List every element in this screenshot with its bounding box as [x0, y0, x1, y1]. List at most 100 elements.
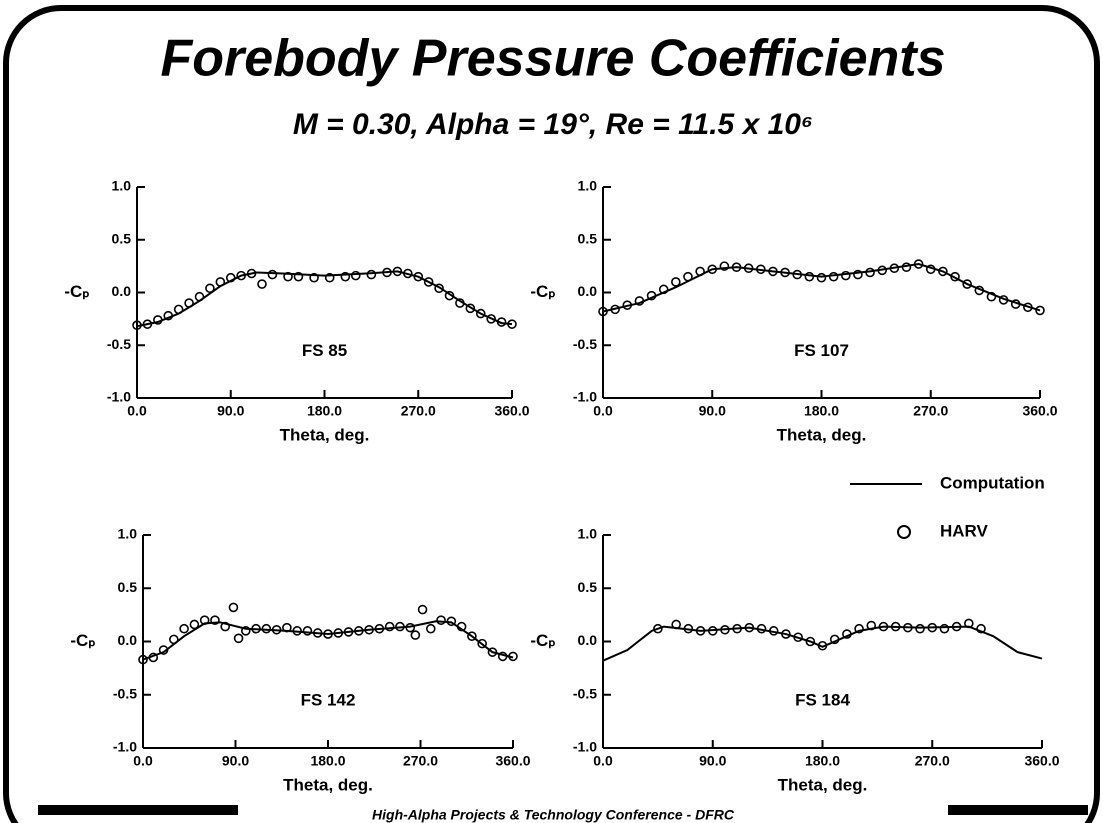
y-tick-label: 1.0	[112, 178, 132, 194]
harv-point	[817, 640, 828, 651]
harv-point	[939, 623, 950, 634]
x-tick-label: 270.0	[913, 403, 948, 419]
harv-point	[756, 623, 767, 634]
y-tick-label: -1.0	[113, 739, 137, 755]
y-tick-label: 0.0	[578, 283, 598, 299]
harv-point	[405, 622, 416, 633]
harv-point	[646, 290, 657, 301]
harv-point	[707, 626, 718, 636]
footer-bar	[38, 805, 238, 815]
x-tick-label: 90.0	[217, 403, 244, 419]
harv-point	[184, 298, 194, 308]
harv-point	[768, 266, 778, 277]
x-axis-label: Theta, deg.	[778, 775, 868, 794]
footer-bg	[240, 806, 946, 823]
harv-point	[695, 626, 706, 636]
harv-point	[257, 279, 267, 289]
computation-line	[602, 262, 1041, 313]
y-axis-label: -Cₚ	[530, 631, 555, 650]
x-tick-label: 90.0	[222, 753, 249, 769]
harv-point	[233, 633, 244, 644]
harv-point	[853, 269, 863, 280]
harv-point	[410, 630, 421, 640]
computation-line	[136, 270, 513, 328]
harv-point	[792, 269, 803, 280]
harv-point	[927, 622, 938, 633]
harv-point	[179, 623, 189, 634]
harv-point	[890, 621, 901, 632]
harv-point	[915, 623, 925, 634]
harv-point	[598, 306, 608, 317]
harv-point	[283, 271, 293, 282]
harv-point	[163, 310, 174, 321]
harv-point	[683, 271, 693, 282]
harv-point	[158, 645, 169, 655]
harv-point	[302, 626, 313, 636]
harv-point	[938, 266, 948, 277]
harv-point	[199, 615, 210, 626]
harv-point	[446, 616, 457, 627]
harv-point	[194, 291, 205, 302]
x-tick-label: 0.0	[593, 753, 613, 769]
harv-point	[364, 624, 374, 635]
harv-point	[374, 623, 385, 634]
harv-point	[1023, 302, 1033, 313]
harv-point	[878, 621, 889, 632]
harv-point	[477, 638, 487, 649]
harv-point	[423, 277, 434, 287]
y-axis-label: -Cₚ	[64, 282, 89, 301]
harv-point	[240, 626, 251, 636]
harv-point	[354, 626, 364, 636]
harv-point	[695, 266, 705, 277]
x-tick-label: 0.0	[593, 403, 613, 419]
harv-point	[756, 264, 766, 275]
harv-point	[732, 623, 742, 634]
x-tick-label: 270.0	[401, 403, 436, 419]
harv-point	[913, 259, 924, 269]
slide-title: Forebody Pressure Coefficients	[160, 30, 945, 88]
computation-line	[602, 625, 1043, 662]
y-tick-label: -1.0	[573, 739, 597, 755]
y-tick-label: -1.0	[573, 389, 597, 405]
x-tick-label: 180.0	[307, 403, 342, 419]
harv-point	[382, 267, 392, 278]
harv-point	[169, 634, 179, 645]
harv-point	[324, 272, 335, 283]
harv-point	[487, 647, 498, 657]
y-tick-label: 1.0	[578, 526, 598, 542]
harv-point	[707, 264, 718, 275]
x-tick-label: 360.0	[1022, 403, 1057, 419]
harv-point	[413, 271, 424, 282]
footer-bar	[948, 805, 1088, 815]
harv-point	[780, 267, 790, 278]
harv-point	[840, 270, 851, 281]
y-axis-label: -Cₚ	[70, 631, 95, 650]
y-tick-label: 0.0	[112, 283, 132, 299]
harv-point	[417, 604, 428, 615]
harv-point	[962, 279, 972, 289]
harv-point	[292, 626, 302, 636]
x-tick-label: 180.0	[805, 753, 840, 769]
harv-point	[903, 622, 913, 633]
harv-point	[475, 308, 486, 319]
harv-point	[236, 270, 246, 281]
harv-point	[395, 621, 405, 632]
harv-point	[610, 304, 620, 315]
harv-point	[153, 315, 163, 325]
harv-point	[744, 622, 755, 633]
y-tick-label: -1.0	[107, 389, 131, 405]
x-tick-label: 360.0	[495, 753, 530, 769]
chart-label: FS 107	[794, 341, 849, 360]
chart-label: FS 142	[301, 691, 356, 710]
harv-point	[271, 624, 282, 635]
y-axis-label: -Cₚ	[530, 282, 555, 301]
harv-point	[282, 622, 292, 633]
harv-point	[465, 303, 476, 314]
slide-subtitle: M = 0.30, Alpha = 19°, Re = 11.5 x 10⁶	[293, 108, 813, 141]
y-tick-label: -0.5	[573, 336, 597, 352]
x-tick-label: 270.0	[915, 753, 950, 769]
y-tick-label: 0.5	[112, 230, 132, 246]
harv-point	[340, 271, 351, 282]
footer: High-Alpha Projects & Technology Confere…	[372, 807, 735, 823]
